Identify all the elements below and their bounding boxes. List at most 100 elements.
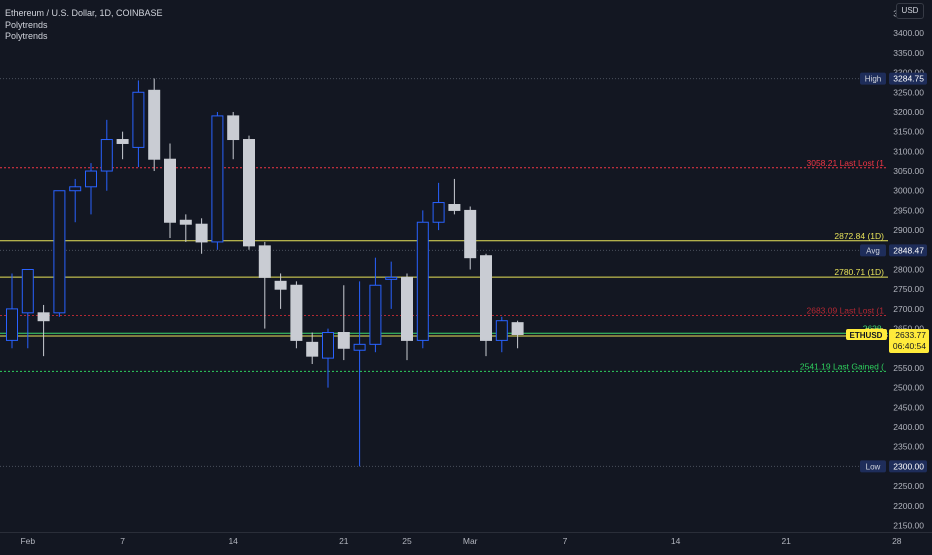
stat-lines-layer bbox=[0, 78, 888, 467]
candle[interactable] bbox=[53, 190, 66, 317]
candle[interactable] bbox=[464, 206, 477, 270]
candle-body-down bbox=[116, 139, 129, 144]
time-tick-label: 21 bbox=[339, 536, 349, 546]
candle-body-up bbox=[132, 91, 145, 148]
candle-body-up bbox=[85, 170, 97, 188]
stat-tag-value: 2300.00 bbox=[893, 461, 924, 471]
candle[interactable] bbox=[480, 253, 492, 357]
candle[interactable] bbox=[148, 78, 161, 172]
price-tick-label: 2150.00 bbox=[893, 521, 924, 531]
candle[interactable] bbox=[164, 143, 176, 238]
candle[interactable] bbox=[274, 273, 287, 309]
candle[interactable] bbox=[85, 163, 97, 215]
candle[interactable] bbox=[69, 178, 82, 223]
time-axis-bg bbox=[0, 532, 932, 550]
candle[interactable] bbox=[385, 261, 398, 309]
stat-tag-value-bg bbox=[889, 460, 927, 473]
candle[interactable] bbox=[116, 131, 129, 160]
candle-body-down bbox=[464, 209, 477, 259]
candle[interactable] bbox=[132, 80, 145, 168]
candle[interactable] bbox=[337, 285, 350, 361]
price-tick-label: 2800.00 bbox=[893, 265, 924, 275]
time-tick-label: 14 bbox=[671, 536, 681, 546]
candle-body-up bbox=[211, 115, 224, 243]
candle-body-up bbox=[100, 139, 113, 172]
currency-label: USD bbox=[901, 6, 919, 15]
trend-label: 2638. bbox=[863, 323, 884, 333]
time-axis: Feb 7 14 21 25 Mar 7 14 21 28 bbox=[0, 532, 932, 550]
stat-tag-low: Low 2300.00 bbox=[860, 460, 927, 473]
price-tick-label: 2950.00 bbox=[893, 205, 924, 215]
candle-body-down bbox=[290, 284, 303, 341]
last-price-countdown: 06:40:54 bbox=[893, 341, 926, 351]
candle-body-up bbox=[353, 343, 366, 351]
candle-body-up bbox=[495, 320, 508, 341]
candle-body-up bbox=[322, 332, 334, 359]
price-tick-label: 2350.00 bbox=[893, 442, 924, 452]
time-tick-label: 21 bbox=[781, 536, 791, 546]
price-tick-label: 3300.00 bbox=[893, 68, 924, 78]
candle-body-up bbox=[53, 190, 66, 314]
indicator-label[interactable]: Polytrends bbox=[5, 20, 48, 30]
candle-body-up bbox=[416, 221, 429, 341]
candle[interactable] bbox=[100, 119, 113, 191]
candle[interactable] bbox=[511, 320, 524, 349]
candle-body-up bbox=[6, 308, 18, 341]
candle[interactable] bbox=[243, 135, 255, 250]
price-tick-label: 2650.00 bbox=[893, 324, 924, 334]
candle-body-down bbox=[274, 280, 287, 290]
candles-layer bbox=[6, 78, 524, 467]
candle[interactable] bbox=[401, 273, 413, 361]
candle[interactable] bbox=[306, 332, 319, 365]
trend-label: 2780.71 (1D) bbox=[834, 267, 884, 277]
price-tick-label: 2450.00 bbox=[893, 402, 924, 412]
candle[interactable] bbox=[21, 269, 34, 349]
stat-tag-name-bg bbox=[860, 72, 886, 85]
candle[interactable] bbox=[416, 210, 429, 349]
candle[interactable] bbox=[495, 316, 508, 353]
trend-label: 2683.09 Last Lost (1 bbox=[806, 306, 884, 316]
stat-tag-avg: Avg 2848.47 bbox=[860, 244, 927, 257]
candle[interactable] bbox=[211, 111, 224, 250]
candle[interactable] bbox=[258, 241, 271, 329]
last-price-value-bg bbox=[889, 328, 929, 353]
candle[interactable] bbox=[432, 182, 445, 231]
trend-label: 2872.84 (1D) bbox=[834, 231, 884, 241]
last-price-value: 2633.77 bbox=[895, 330, 926, 340]
candle[interactable] bbox=[195, 218, 208, 254]
candle-body-up bbox=[432, 202, 445, 223]
candle[interactable] bbox=[448, 178, 461, 215]
candle-body-down bbox=[511, 322, 524, 335]
candle-body-down bbox=[227, 115, 240, 141]
time-tick-label: 28 bbox=[892, 536, 902, 546]
candle[interactable] bbox=[290, 281, 303, 349]
candle-body-down bbox=[306, 341, 319, 357]
candle[interactable] bbox=[227, 111, 240, 160]
candle-body-down bbox=[337, 332, 350, 349]
candle-body-down bbox=[258, 245, 271, 278]
stat-tag-value-bg bbox=[889, 72, 927, 85]
candle[interactable] bbox=[322, 328, 334, 388]
price-tick-label: 3250.00 bbox=[893, 87, 924, 97]
candle[interactable] bbox=[369, 257, 382, 353]
candle[interactable] bbox=[37, 304, 50, 357]
candle-body-up bbox=[69, 186, 82, 192]
candle[interactable] bbox=[6, 273, 18, 349]
candle-body-up bbox=[369, 284, 382, 345]
candle[interactable] bbox=[179, 214, 192, 242]
indicator-label[interactable]: Polytrends bbox=[5, 31, 48, 41]
last-price-symbol: ETHUSD bbox=[850, 331, 883, 340]
currency-button[interactable]: USD bbox=[896, 3, 924, 19]
stat-tag-name: Avg bbox=[866, 246, 880, 255]
candle-body-up bbox=[21, 269, 34, 314]
candle[interactable] bbox=[353, 281, 366, 467]
time-tick-label: Feb bbox=[20, 536, 35, 546]
price-tick-label: 2200.00 bbox=[893, 501, 924, 511]
stat-tag-name: High bbox=[865, 75, 881, 84]
price-tick-label: 3150.00 bbox=[893, 127, 924, 137]
price-tick-label: 3100.00 bbox=[893, 146, 924, 156]
candle-body-down bbox=[243, 139, 255, 247]
